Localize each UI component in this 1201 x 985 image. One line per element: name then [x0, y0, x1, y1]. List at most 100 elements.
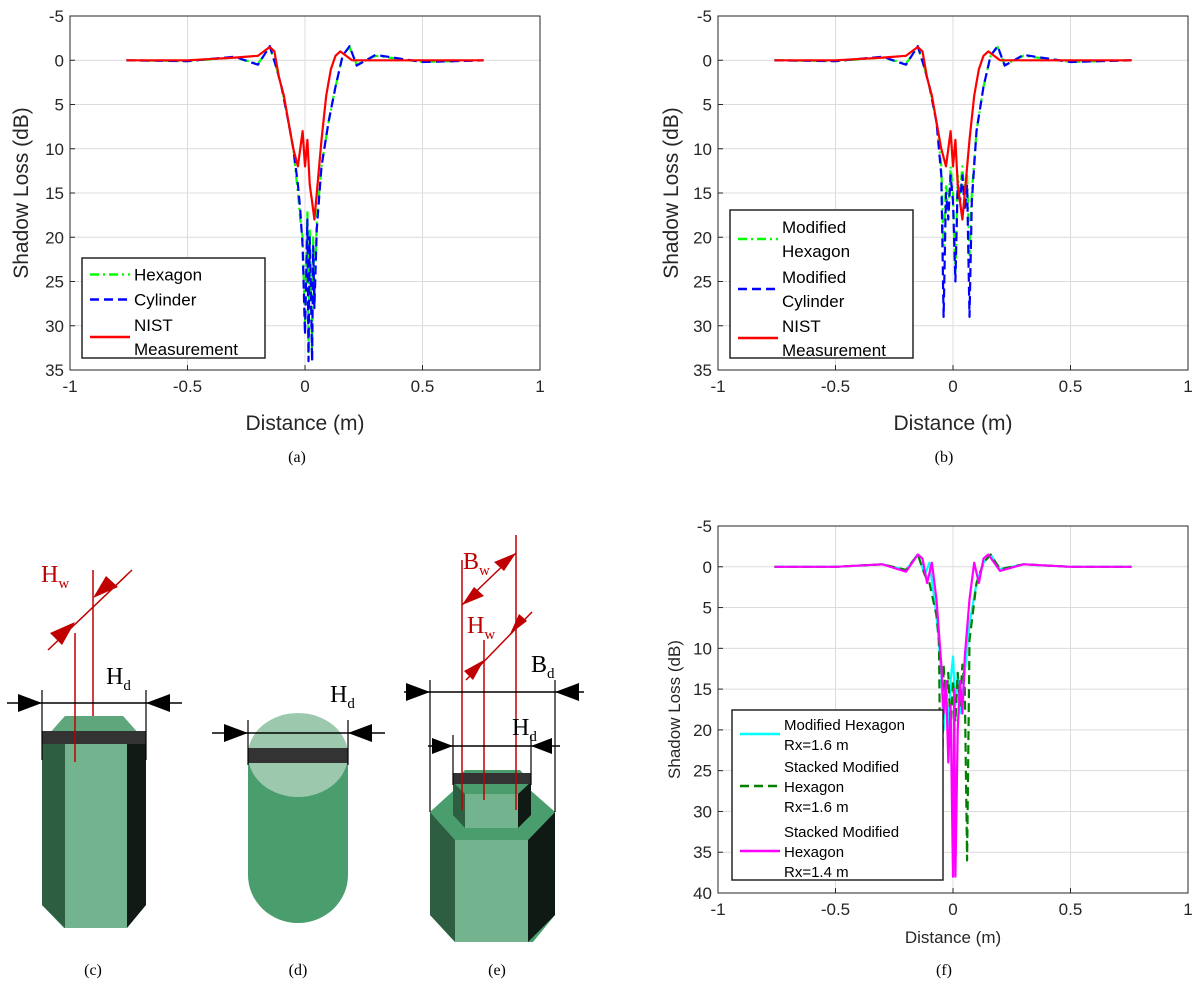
stacked-top-front — [465, 794, 518, 828]
y-axis-label: Shadow Loss (dB) — [665, 640, 684, 779]
hw-arrow-1 — [50, 622, 75, 645]
hexprism-front-face — [65, 742, 127, 928]
x-tick-label: 0.5 — [411, 377, 435, 396]
legend-entry: Hexagon — [134, 266, 202, 285]
hw-label-c: Hw — [41, 562, 69, 592]
x-tick-label: -0.5 — [821, 377, 850, 396]
legend-box — [729, 209, 914, 359]
y-axis-label: Shadow Loss (dB) — [10, 107, 33, 279]
series-line — [126, 45, 484, 221]
stacked-base-right — [528, 812, 555, 942]
y-tick-label: 15 — [693, 184, 712, 203]
stacked-base-left — [430, 812, 455, 942]
y-tick-label: 30 — [693, 317, 712, 336]
hd-arrow-right-d — [348, 724, 372, 742]
y-tick-label: 20 — [693, 228, 712, 247]
chart-caption: (a) — [288, 449, 306, 466]
x-tick-label: 1 — [1183, 900, 1192, 919]
bw-arrow-2 — [494, 553, 516, 571]
y-tick-label: 0 — [703, 558, 712, 577]
stacked-band — [453, 773, 531, 784]
legend-entry: NIST Measurement — [134, 316, 238, 359]
stacked-base-front — [455, 840, 528, 942]
hw-arrow-e-2 — [510, 614, 527, 634]
x-axis-label: Distance (m) — [893, 412, 1012, 435]
hd-arrow-left-d — [224, 724, 248, 742]
hd-label-e: Hd — [512, 715, 537, 745]
y-tick-label: 20 — [45, 228, 64, 247]
y-tick-label: 25 — [45, 273, 64, 292]
hd-arrow-left-e — [432, 738, 453, 754]
diagram-d-cylinder: Hd (d) — [212, 682, 385, 979]
hd-label-d: Hd — [330, 682, 355, 712]
legend-entry: Stacked Modified Hexagon Rx=1.6 m — [784, 759, 899, 816]
x-tick-label: 0 — [300, 377, 309, 396]
chart-b: -1 -0.5 0 0.5 1 -5 0 5 10 15 20 25 30 35 Distance (m) S… — [660, 7, 1193, 466]
y-tick-label: 15 — [45, 184, 64, 203]
y-tick-label: 10 — [693, 140, 712, 159]
x-tick-label: 1 — [535, 377, 544, 396]
hd-arrow-right-c — [146, 694, 170, 712]
hw-arrow-e-1 — [464, 660, 484, 680]
x-tick-label: -1 — [710, 377, 725, 396]
y-tick-label: 35 — [693, 843, 712, 862]
plot-frame — [717, 15, 1189, 371]
bd-label-e: Bd — [531, 652, 555, 682]
x-tick-label: -1 — [710, 900, 725, 919]
x-tick-label: 1 — [1183, 377, 1192, 396]
y-tick-label: 40 — [693, 884, 712, 903]
x-tick-label: -0.5 — [173, 377, 202, 396]
y-tick-label: 35 — [693, 361, 712, 380]
x-tick-label: 0 — [948, 900, 957, 919]
plot-frame — [717, 525, 1189, 894]
caption-d: (d) — [289, 962, 308, 979]
hd-arrow-left-c — [18, 694, 42, 712]
hw-label-e: Hw — [467, 613, 495, 643]
legend-entry: Cylinder — [134, 291, 197, 310]
y-tick-label: 25 — [693, 273, 712, 292]
y-tick-label: 35 — [45, 361, 64, 380]
hw-arrow-2 — [93, 576, 118, 598]
y-tick-label: 30 — [45, 317, 64, 336]
caption-c: (c) — [84, 962, 102, 979]
chart-caption: (b) — [935, 449, 954, 466]
cylinder-body — [248, 755, 348, 923]
diagram-e-stacked-hexagon: Bw Hw Bd Hd (e) — [404, 535, 584, 979]
series-line — [126, 44, 484, 363]
bw-arrow-1 — [462, 587, 484, 605]
chart-f: -1 -0.5 0 0.5 1 -5 0 5 10 15 20 25 30 35 40 Distance (m… — [665, 517, 1193, 979]
chart-caption: (f) — [936, 962, 952, 979]
x-axis-label: Distance (m) — [905, 928, 1001, 947]
bd-arrow-right — [555, 683, 579, 701]
y-tick-label: 5 — [55, 96, 64, 115]
y-tick-label: 0 — [55, 51, 64, 70]
legend-entry: NIST Measurement — [782, 317, 886, 360]
x-tick-label: 0 — [948, 377, 957, 396]
diagram-c-hexagonal-prism: Hw Hd (c) — [7, 562, 182, 979]
y-tick-label: 5 — [703, 96, 712, 115]
hexprism-left-face — [42, 742, 65, 928]
hexprism-band — [42, 731, 146, 744]
legend-entry: Modified Hexagon — [782, 218, 850, 261]
hexprism-right-face — [127, 742, 146, 928]
cylinder-band — [248, 748, 348, 763]
hd-label-c: Hd — [106, 664, 131, 694]
hd-arrow-right-e — [531, 738, 552, 754]
bw-label-e: Bw — [463, 549, 490, 579]
bd-arrow-left — [406, 683, 430, 701]
x-tick-label: -1 — [62, 377, 77, 396]
y-axis-label: Shadow Loss (dB) — [660, 107, 683, 279]
y-tick-label: -5 — [697, 7, 712, 26]
y-tick-label: 30 — [693, 802, 712, 821]
y-tick-label: 10 — [45, 140, 64, 159]
y-tick-label: 0 — [703, 51, 712, 70]
y-tick-label: 10 — [693, 639, 712, 658]
y-tick-label: -5 — [697, 517, 712, 536]
caption-e: (e) — [488, 962, 506, 979]
series-line — [774, 553, 1132, 862]
series-line — [774, 553, 1132, 878]
chart-a: -1 -0.5 0 0.5 1 -5 0 5 10 15 20 25 30 35 Distance (m) S… — [10, 7, 545, 466]
y-tick-label: 5 — [703, 599, 712, 618]
y-tick-label: 25 — [693, 762, 712, 781]
